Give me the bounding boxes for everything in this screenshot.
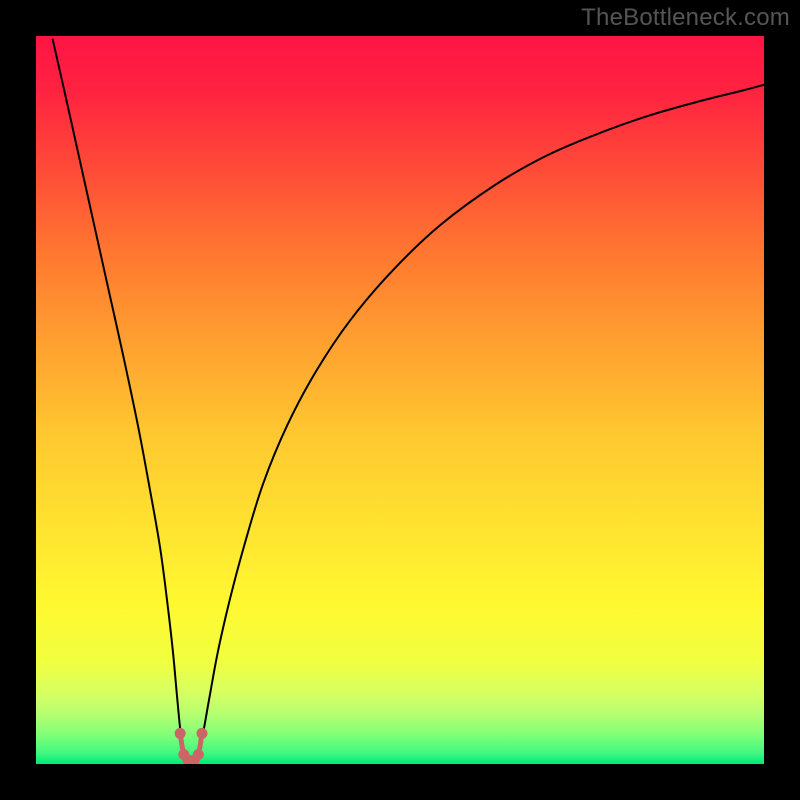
gradient-background: [36, 36, 764, 764]
bottom-marker-dot: [196, 728, 207, 739]
watermark-text: TheBottleneck.com: [581, 4, 790, 32]
chart-container: TheBottleneck.com: [0, 0, 800, 800]
bottom-marker-dot: [175, 728, 186, 739]
bottom-marker-dot: [193, 749, 204, 760]
plot-area: [36, 36, 764, 764]
plot-svg: [36, 36, 764, 764]
